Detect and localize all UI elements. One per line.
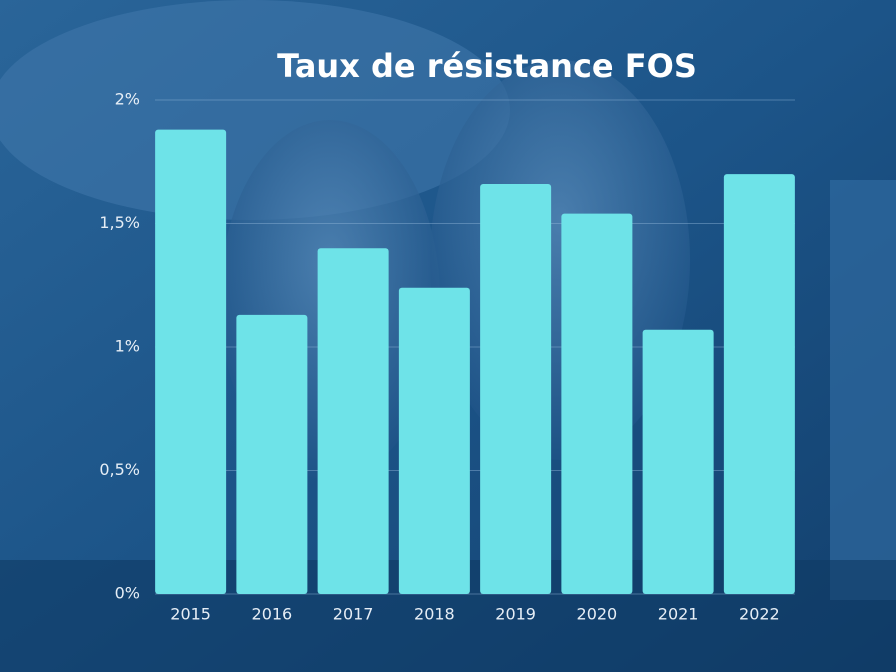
chart-title: Taux de résistance FOS <box>277 47 697 85</box>
bar <box>642 329 714 594</box>
bar <box>561 213 633 594</box>
x-tick-label: 2016 <box>252 605 293 624</box>
x-tick-label: 2017 <box>333 605 374 624</box>
bar <box>236 314 308 594</box>
x-tick-label: 2022 <box>739 605 780 624</box>
y-tick-label: 1% <box>115 337 140 356</box>
x-tick-label: 2021 <box>658 605 699 624</box>
bar <box>723 174 795 594</box>
y-tick-label: 1,5% <box>99 213 140 232</box>
bar <box>317 248 389 594</box>
x-tick-label: 2018 <box>414 605 455 624</box>
x-tick-label: 2020 <box>577 605 618 624</box>
y-tick-label: 2% <box>115 90 140 109</box>
x-tick-label: 2015 <box>170 605 211 624</box>
x-tick-label: 2019 <box>495 605 536 624</box>
y-tick-label: 0,5% <box>99 460 140 479</box>
bar <box>480 183 552 595</box>
bar <box>398 287 470 594</box>
y-tick-label: 0% <box>115 584 140 603</box>
bar <box>155 129 227 594</box>
